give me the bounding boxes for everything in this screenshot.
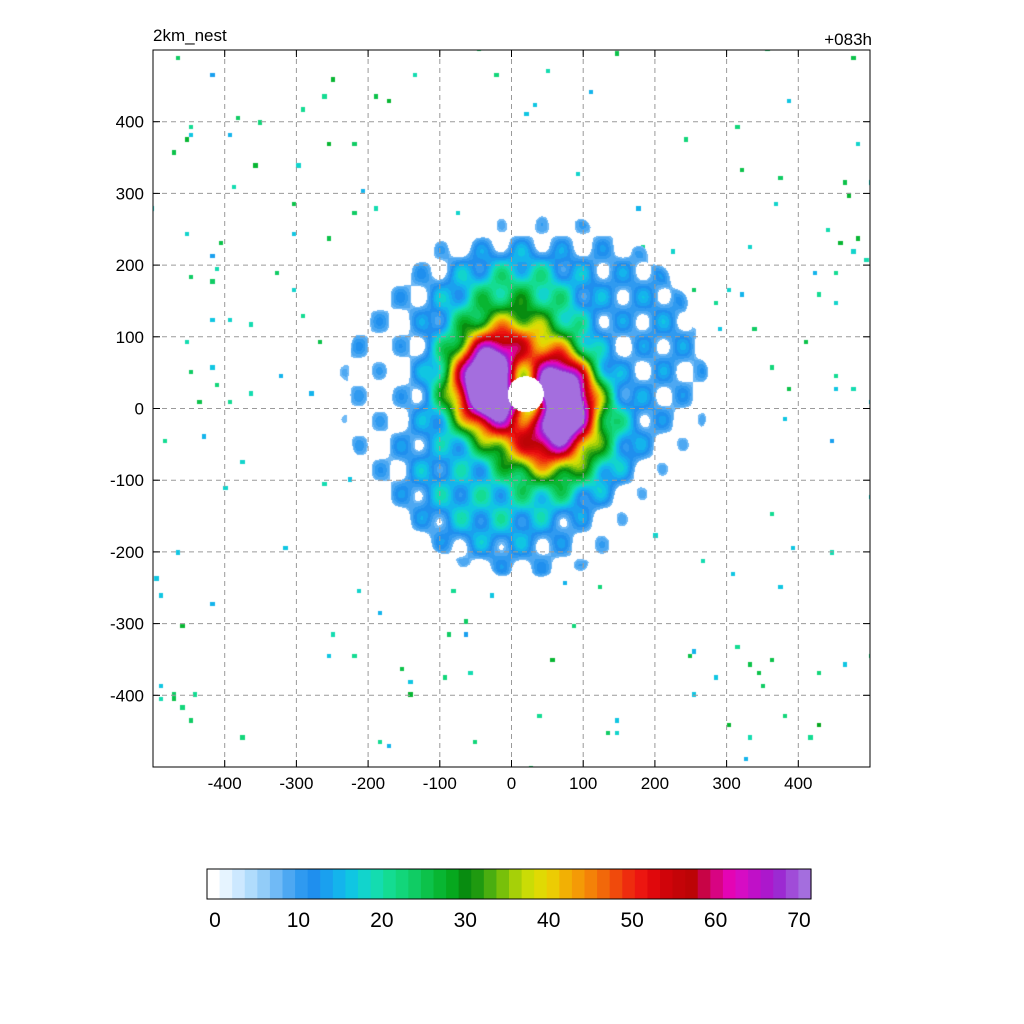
colorbar-swatch — [559, 869, 573, 899]
forecast-hour-label: +083h — [824, 30, 872, 49]
reflectivity-field — [153, 50, 870, 767]
x-tick-label: 400 — [784, 774, 812, 793]
colorbar-swatch — [710, 869, 724, 899]
colorbar-swatch — [358, 869, 372, 899]
colorbar-swatch — [685, 869, 699, 899]
plot-area — [152, 49, 871, 768]
x-tick-label: -400 — [208, 774, 242, 793]
colorbar-tick-label: 70 — [787, 909, 810, 932]
colorbar-swatches — [207, 869, 812, 899]
colorbar-swatch — [219, 869, 233, 899]
colorbar-tick-label: 50 — [620, 909, 643, 932]
colorbar-tick-label: 30 — [454, 909, 477, 932]
colorbar-swatch — [244, 869, 258, 899]
y-tick-label: 400 — [116, 113, 144, 132]
colorbar-swatch — [534, 869, 548, 899]
colorbar-swatch — [257, 869, 271, 899]
colorbar-swatch — [634, 869, 649, 899]
y-tick-label: 200 — [116, 256, 144, 275]
grid-lines — [153, 50, 870, 767]
colorbar-swatch — [647, 869, 661, 899]
colorbar-swatch — [458, 869, 472, 899]
y-tick-label: 0 — [135, 400, 144, 419]
colorbar-swatch — [269, 869, 284, 899]
x-tick-label: 200 — [641, 774, 669, 793]
colorbar-tick-label: 20 — [370, 909, 393, 932]
y-tick-label: -200 — [110, 543, 144, 562]
colorbar-swatch — [785, 869, 800, 899]
colorbar-swatch — [722, 869, 737, 899]
colorbar-tick-label: 10 — [287, 909, 310, 932]
panel-label: 2km_nest — [153, 26, 227, 45]
colorbar-swatch — [622, 869, 636, 899]
y-tick-label: 300 — [116, 184, 144, 203]
y-tick-label: -100 — [110, 471, 144, 490]
colorbar-swatch — [571, 869, 586, 899]
colorbar-swatch — [798, 869, 812, 899]
colorbar-swatch — [383, 869, 397, 899]
colorbar-swatch — [282, 869, 296, 899]
colorbar-swatch — [320, 869, 334, 899]
reflectivity-image — [153, 50, 870, 767]
colorbar-frame — [206, 868, 812, 900]
colorbar-swatch — [546, 869, 560, 899]
colorbar-swatch — [446, 869, 460, 899]
colorbar-swatch — [332, 869, 347, 899]
x-tick-label: -200 — [351, 774, 385, 793]
colorbar-swatch — [748, 869, 762, 899]
colorbar-swatch — [345, 869, 359, 899]
colorbar-swatch — [496, 869, 510, 899]
colorbar-swatch — [760, 869, 774, 899]
colorbar-tick-label: 40 — [537, 909, 560, 932]
x-tick-label: 300 — [712, 774, 740, 793]
colorbar-swatch — [697, 869, 711, 899]
y-tick-label: -400 — [110, 686, 144, 705]
x-tick-label: 0 — [507, 774, 516, 793]
colorbar-swatch — [509, 869, 523, 899]
colorbar-swatch — [370, 869, 384, 899]
colorbar-swatch — [584, 869, 598, 899]
colorbar-swatch — [408, 869, 422, 899]
y-axis: -400 -300 -200 -100 0 100 200 300 400 — [110, 113, 870, 705]
colorbar: 0 10 20 30 40 50 60 70 — [206, 868, 812, 932]
colorbar-swatch — [232, 869, 246, 899]
y-tick-label: 100 — [116, 328, 144, 347]
colorbar-swatch — [433, 869, 447, 899]
colorbar-swatch — [395, 869, 409, 899]
x-tick-label: -100 — [423, 774, 457, 793]
colorbar-swatch — [521, 869, 535, 899]
colorbar-swatch — [773, 869, 787, 899]
x-axis: -400 -300 -200 -100 0 100 200 300 400 — [208, 50, 812, 793]
colorbar-tick-labels: 0 10 20 30 40 50 60 70 — [209, 909, 811, 932]
colorbar-swatch — [307, 869, 321, 899]
colorbar-swatch — [672, 869, 686, 899]
colorbar-tick-label: 60 — [704, 909, 727, 932]
colorbar-swatch — [735, 869, 749, 899]
colorbar-swatch — [660, 869, 674, 899]
colorbar-swatch — [295, 869, 309, 899]
colorbar-swatch — [483, 869, 498, 899]
colorbar-swatch — [420, 869, 435, 899]
colorbar-swatch — [609, 869, 623, 899]
x-tick-label: 100 — [569, 774, 597, 793]
x-tick-label: -300 — [279, 774, 313, 793]
colorbar-tick-label: 0 — [209, 909, 221, 932]
colorbar-swatch — [597, 869, 611, 899]
colorbar-swatch — [471, 869, 485, 899]
colorbar-swatch — [207, 869, 221, 899]
y-tick-label: -300 — [110, 615, 144, 634]
